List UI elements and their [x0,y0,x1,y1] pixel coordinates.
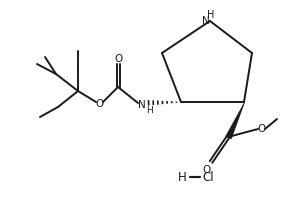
Text: O: O [258,123,266,133]
Text: H: H [146,106,152,115]
Text: O: O [114,54,122,64]
Text: O: O [95,98,103,109]
Text: H: H [207,10,215,20]
Text: H: H [178,171,186,184]
Text: N: N [202,16,210,26]
Text: Cl: Cl [202,171,214,184]
Text: O: O [202,164,210,174]
Text: N: N [138,99,146,109]
